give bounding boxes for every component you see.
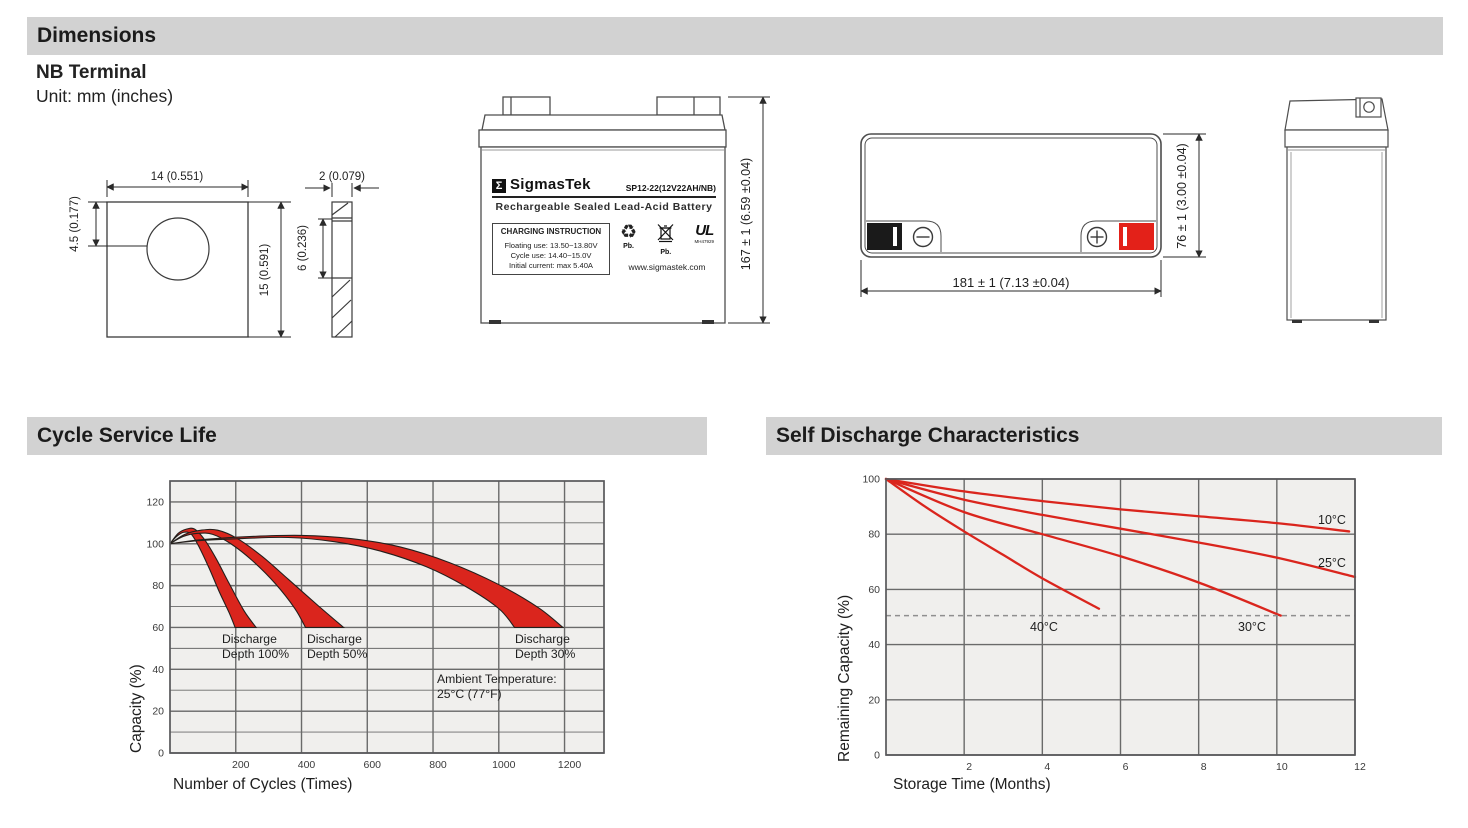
brand-row: Σ SigmasTek SP12-22(12V22AH/NB) — [492, 176, 716, 198]
cycle-service-life-chart: 200 400 600 800 1000 1200 0 20 40 60 80 100 120 — [146, 480, 605, 771]
discharge-band — [169, 534, 565, 629]
y-tick-label: 80 — [868, 529, 880, 541]
y-tick-label: 0 — [874, 750, 880, 762]
label-10c: 10°C — [1318, 513, 1346, 527]
annotation-depth-50: Discharge Depth 50% — [307, 632, 368, 661]
x-tick-label: 8 — [1201, 761, 1207, 773]
y-tick-label: 60 — [868, 584, 880, 596]
x-tick-label: 600 — [364, 759, 382, 771]
dim-terminal-hole: 4.5 (0.177) — [69, 196, 81, 252]
section-header-dimensions: Dimensions — [27, 17, 1443, 55]
pb-recycle-label: Pb. — [623, 243, 634, 250]
charging-line-2: Cycle use: 14.40~15.0V — [510, 250, 592, 260]
dim-terminal-height: 15 (0.591) — [259, 244, 271, 297]
label-30c: 30°C — [1238, 620, 1266, 634]
x-tick-label: 800 — [429, 759, 447, 771]
label-25c: 25°C — [1318, 556, 1346, 570]
brand-name: SigmasTek — [510, 176, 591, 193]
cycle-chart-x-label: Number of Cycles (Times) — [173, 776, 353, 793]
y-tick-label: 20 — [868, 694, 880, 706]
battery-type-line: Rechargeable Sealed Lead-Acid Battery — [495, 201, 713, 213]
charging-line-3: Initial current: max 5.40A — [509, 260, 593, 270]
dimension-drawings: 14 (0.551) 4.5 (0.177) 15 (0.591) 2 (0.0… — [69, 96, 1389, 338]
ul-mark-icon: UL — [695, 222, 714, 239]
y-tick-label: 0 — [158, 748, 164, 760]
discharge-band — [169, 528, 346, 629]
dim-battery-depth: 76 ± 1 (3.00 ±0.04) — [1175, 143, 1189, 248]
unit-note: Unit: mm (inches) — [36, 86, 174, 106]
pb-bin-label: Pb. — [660, 249, 672, 256]
terminal-side-dimensions — [305, 183, 379, 279]
terminal-type-heading: NB Terminal — [36, 62, 147, 83]
y-tick-label: 20 — [152, 706, 164, 718]
annotation-ambient-temp: Ambient Temperature: 25°C (77°F) — [437, 672, 557, 701]
y-tick-label: 40 — [152, 664, 164, 676]
website-url: www.sigmastek.com — [628, 262, 706, 272]
x-tick-label: 10 — [1276, 761, 1288, 773]
annotation-depth-100: Discharge Depth 100% — [222, 632, 290, 661]
recycle-icon: ♻ — [620, 222, 638, 243]
dim-terminal-width: 14 (0.551) — [151, 171, 204, 183]
sigma-logo-icon: Σ — [492, 179, 506, 193]
temperature-line — [884, 477, 1357, 579]
dim-terminal-thickness: 2 (0.079) — [319, 171, 365, 183]
dim-battery-height: 167 ± 1 (6.59 ±0.04) — [739, 158, 753, 270]
temperature-line — [884, 477, 1351, 533]
section-header-cycle-life: Cycle Service Life — [27, 417, 707, 455]
x-tick-label: 1200 — [558, 759, 582, 771]
negative-screw-icon — [912, 226, 934, 248]
y-tick-label: 120 — [146, 496, 164, 508]
section-header-self-discharge: Self Discharge Characteristics — [766, 417, 1442, 455]
positive-screw-icon — [1086, 226, 1108, 248]
battery-side-view — [1284, 97, 1389, 323]
charging-title: CHARGING INSTRUCTION — [500, 227, 602, 236]
x-tick-label: 400 — [298, 759, 316, 771]
sd-chart-y-label: Remaining Capacity (%) — [836, 594, 853, 762]
cycle-chart-y-label: Capacity (%) — [128, 664, 145, 753]
x-tick-label: 6 — [1123, 761, 1129, 773]
dim-terminal-mid: 6 (0.236) — [297, 225, 309, 271]
y-tick-label: 40 — [868, 639, 880, 651]
y-tick-label: 60 — [152, 622, 164, 634]
y-tick-label: 100 — [862, 474, 880, 486]
terminal-front-view — [106, 201, 249, 338]
battery-front-dimension — [728, 96, 770, 324]
charging-instruction-box: CHARGING INSTRUCTION Floating use: 13.50… — [492, 223, 610, 275]
weee-bin-icon — [657, 224, 674, 243]
terminal-front-dimensions — [88, 180, 291, 338]
ul-file-number: MH47929 — [694, 239, 714, 244]
sd-chart-x-label: Storage Time (Months) — [893, 776, 1051, 793]
temperature-line — [884, 477, 1101, 610]
x-tick-label: 12 — [1354, 761, 1366, 773]
battery-label: Σ SigmasTek SP12-22(12V22AH/NB) Recharge… — [492, 176, 716, 275]
x-tick-label: 2 — [966, 761, 972, 773]
y-tick-label: 100 — [146, 538, 164, 550]
x-tick-label: 4 — [1044, 761, 1050, 773]
y-tick-label: 80 — [152, 580, 164, 592]
battery-top-view — [860, 133, 1162, 258]
model-number: SP12-22(12V22AH/NB) — [625, 183, 716, 193]
x-tick-label: 200 — [232, 759, 250, 771]
dim-battery-width: 181 ± 1 (7.13 ±0.04) — [953, 275, 1070, 290]
x-tick-label: 1000 — [492, 759, 516, 771]
battery-top-dimensions — [860, 133, 1206, 297]
annotation-depth-30: Discharge Depth 30% — [515, 632, 576, 661]
self-discharge-chart: 2 4 6 8 10 12 0 20 40 60 80 100 — [862, 474, 1366, 774]
charging-line-1: Floating use: 13.50~13.80V — [504, 241, 598, 250]
battery-front-view — [478, 96, 727, 324]
temperature-line — [884, 477, 1282, 617]
label-40c: 40°C — [1030, 620, 1058, 634]
terminal-side-view — [331, 201, 353, 338]
